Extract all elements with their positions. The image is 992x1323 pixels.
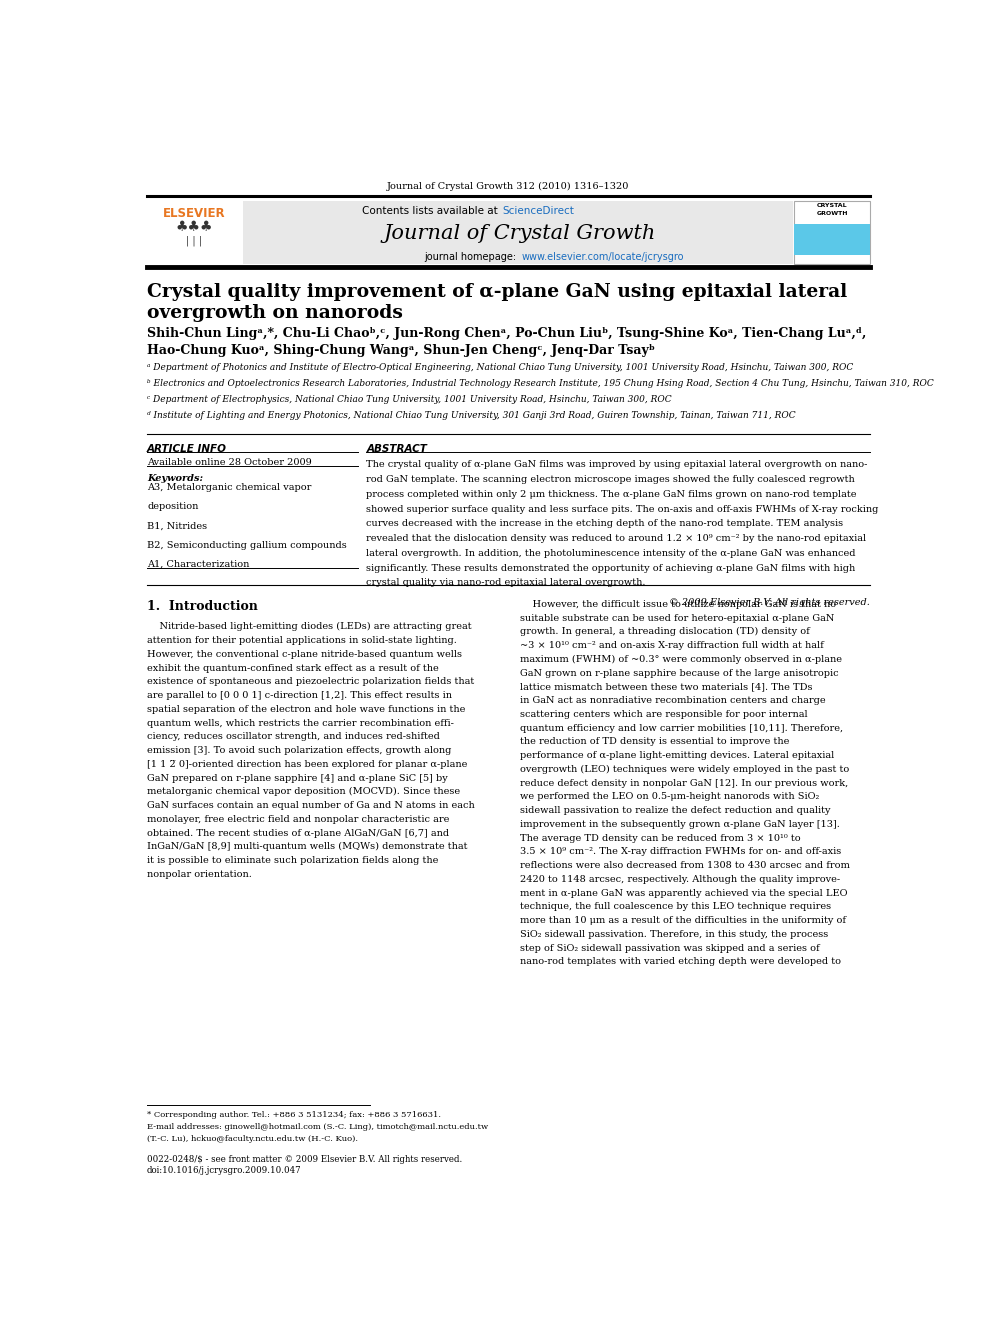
Text: metalorganic chemical vapor deposition (MOCVD). Since these: metalorganic chemical vapor deposition (…	[147, 787, 460, 796]
Text: ᵇ Electronics and Optoelectronics Research Laboratories, Industrial Technology R: ᵇ Electronics and Optoelectronics Resear…	[147, 378, 933, 388]
Text: attention for their potential applications in solid-state lighting.: attention for their potential applicatio…	[147, 636, 457, 646]
Text: © 2009 Elsevier B.V. All rights reserved.: © 2009 Elsevier B.V. All rights reserved…	[669, 598, 870, 607]
Text: process completed within only 2 μm thickness. The α-plane GaN films grown on nan: process completed within only 2 μm thick…	[366, 490, 857, 499]
Text: monolayer, free electric field and nonpolar characteristic are: monolayer, free electric field and nonpo…	[147, 815, 449, 824]
Text: performance of α-plane light-emitting devices. Lateral epitaxial: performance of α-plane light-emitting de…	[520, 751, 834, 761]
Text: A3, Metalorganic chemical vapor: A3, Metalorganic chemical vapor	[147, 483, 311, 492]
Text: * Corresponding author. Tel.: +886 3 5131234; fax: +886 3 5716631.: * Corresponding author. Tel.: +886 3 513…	[147, 1111, 441, 1119]
Text: ~3 × 10¹⁰ cm⁻² and on-axis X-ray diffraction full width at half: ~3 × 10¹⁰ cm⁻² and on-axis X-ray diffrac…	[520, 642, 823, 650]
Text: The crystal quality of α-plane GaN films was improved by using epitaxial lateral: The crystal quality of α-plane GaN films…	[366, 460, 868, 470]
Text: quantum wells, which restricts the carrier recombination effi-: quantum wells, which restricts the carri…	[147, 718, 454, 728]
Text: E-mail addresses: ginowell@hotmail.com (S.-C. Ling), timotch@mail.nctu.edu.tw: E-mail addresses: ginowell@hotmail.com (…	[147, 1123, 488, 1131]
Text: GaN grown on r-plane sapphire because of the large anisotropic: GaN grown on r-plane sapphire because of…	[520, 668, 838, 677]
Text: InGaN/GaN [8,9] multi-quantum wells (MQWs) demonstrate that: InGaN/GaN [8,9] multi-quantum wells (MQW…	[147, 843, 467, 852]
Text: maximum (FWHM) of ~0.3° were commonly observed in α-plane: maximum (FWHM) of ~0.3° were commonly ob…	[520, 655, 842, 664]
Text: lattice mismatch between these two materials [4]. The TDs: lattice mismatch between these two mater…	[520, 683, 812, 692]
Text: improvement in the subsequently grown α-plane GaN layer [13].: improvement in the subsequently grown α-…	[520, 820, 840, 830]
Text: However, the conventional c-plane nitride-based quantum wells: However, the conventional c-plane nitrid…	[147, 650, 462, 659]
FancyBboxPatch shape	[795, 201, 870, 263]
Text: deposition: deposition	[147, 501, 198, 511]
Text: reduce defect density in nonpolar GaN [12]. In our previous work,: reduce defect density in nonpolar GaN [1…	[520, 779, 848, 787]
Text: Journal of Crystal Growth 312 (2010) 1316–1320: Journal of Crystal Growth 312 (2010) 131…	[387, 181, 630, 191]
Text: crystal quality via nano-rod epitaxial lateral overgrowth.: crystal quality via nano-rod epitaxial l…	[366, 578, 646, 587]
Text: (T.-C. Lu), hckuo@faculty.nctu.edu.tw (H.-C. Kuo).: (T.-C. Lu), hckuo@faculty.nctu.edu.tw (H…	[147, 1135, 358, 1143]
Text: obtained. The recent studies of α-plane AlGaN/GaN [6,7] and: obtained. The recent studies of α-plane …	[147, 828, 449, 837]
FancyBboxPatch shape	[795, 224, 870, 254]
Text: ARTICLE INFO: ARTICLE INFO	[147, 445, 227, 454]
Text: ciency, reduces oscillator strength, and induces red-shifted: ciency, reduces oscillator strength, and…	[147, 733, 439, 741]
Text: GaN prepared on r-plane sapphire [4] and α-plane SiC [5] by: GaN prepared on r-plane sapphire [4] and…	[147, 774, 447, 782]
Text: existence of spontaneous and piezoelectric polarization fields that: existence of spontaneous and piezoelectr…	[147, 677, 474, 687]
Text: nano-rod templates with varied etching depth were developed to: nano-rod templates with varied etching d…	[520, 958, 841, 966]
Text: Nitride-based light-emitting diodes (LEDs) are attracting great: Nitride-based light-emitting diodes (LED…	[147, 622, 471, 631]
Text: showed superior surface quality and less surface pits. The on-axis and off-axis : showed superior surface quality and less…	[366, 504, 879, 513]
Text: However, the difficult issue to utilize nonpolar GaN is that no: However, the difficult issue to utilize …	[520, 599, 836, 609]
Text: we performed the LEO on 0.5-μm-height nanorods with SiO₂: we performed the LEO on 0.5-μm-height na…	[520, 792, 819, 802]
Text: www.elsevier.com/locate/jcrysgro: www.elsevier.com/locate/jcrysgro	[522, 253, 683, 262]
Text: growth. In general, a threading dislocation (TD) density of: growth. In general, a threading dislocat…	[520, 627, 809, 636]
Text: 0022-0248/$ - see front matter © 2009 Elsevier B.V. All rights reserved.: 0022-0248/$ - see front matter © 2009 El…	[147, 1155, 462, 1164]
Text: lateral overgrowth. In addition, the photoluminescence intensity of the α-plane : lateral overgrowth. In addition, the pho…	[366, 549, 856, 558]
Text: technique, the full coalescence by this LEO technique requires: technique, the full coalescence by this …	[520, 902, 831, 912]
Text: | | |: | | |	[186, 235, 202, 246]
Text: step of SiO₂ sidewall passivation was skipped and a series of: step of SiO₂ sidewall passivation was sk…	[520, 943, 819, 953]
Text: Shih-Chun Lingᵃ,*, Chu-Li Chaoᵇ,ᶜ, Jun-Rong Chenᵃ, Po-Chun Liuᵇ, Tsung-Shine Koᵃ: Shih-Chun Lingᵃ,*, Chu-Li Chaoᵇ,ᶜ, Jun-R…	[147, 327, 866, 340]
Text: ᵈ Institute of Lighting and Energy Photonics, National Chiao Tung University, 30: ᵈ Institute of Lighting and Energy Photo…	[147, 411, 796, 421]
Text: rod GaN template. The scanning electron microscope images showed the fully coale: rod GaN template. The scanning electron …	[366, 475, 855, 484]
Text: ScienceDirect: ScienceDirect	[502, 205, 574, 216]
Text: ᶜ Department of Electrophysics, National Chiao Tung University, 1001 University : ᶜ Department of Electrophysics, National…	[147, 396, 672, 404]
Text: A1, Characterization: A1, Characterization	[147, 560, 249, 569]
Text: 1.  Introduction: 1. Introduction	[147, 599, 258, 613]
Text: CRYSTAL: CRYSTAL	[816, 202, 847, 208]
Text: Crystal quality improvement of α-plane GaN using epitaxial lateral: Crystal quality improvement of α-plane G…	[147, 283, 847, 302]
Text: ABSTRACT: ABSTRACT	[366, 445, 427, 454]
Text: suitable substrate can be used for hetero-epitaxial α-plane GaN: suitable substrate can be used for heter…	[520, 614, 834, 623]
Text: B2, Semiconducting gallium compounds: B2, Semiconducting gallium compounds	[147, 541, 347, 550]
Text: 3.5 × 10⁹ cm⁻². The X-ray diffraction FWHMs for on- and off-axis: 3.5 × 10⁹ cm⁻². The X-ray diffraction FW…	[520, 848, 841, 856]
Text: curves decreased with the increase in the etching depth of the nano-rod template: curves decreased with the increase in th…	[366, 520, 843, 528]
Text: overgrowth on nanorods: overgrowth on nanorods	[147, 304, 403, 323]
Text: exhibit the quantum-confined stark effect as a result of the: exhibit the quantum-confined stark effec…	[147, 664, 438, 672]
Text: ELSEVIER: ELSEVIER	[163, 206, 225, 220]
Text: ment in α-plane GaN was apparently achieved via the special LEO: ment in α-plane GaN was apparently achie…	[520, 889, 847, 898]
Text: reflections were also decreased from 1308 to 430 arcsec and from: reflections were also decreased from 130…	[520, 861, 850, 871]
Text: doi:10.1016/j.jcrysgro.2009.10.047: doi:10.1016/j.jcrysgro.2009.10.047	[147, 1167, 302, 1175]
Text: emission [3]. To avoid such polarization effects, growth along: emission [3]. To avoid such polarization…	[147, 746, 451, 755]
Text: are parallel to [0 0 0 1] c-direction [1,2]. This effect results in: are parallel to [0 0 0 1] c-direction [1…	[147, 691, 452, 700]
Text: significantly. These results demonstrated the opportunity of achieving α-plane G: significantly. These results demonstrate…	[366, 564, 855, 573]
Text: GROWTH: GROWTH	[816, 210, 848, 216]
Text: Contents lists available at: Contents lists available at	[362, 205, 501, 216]
Text: B1, Nitrides: B1, Nitrides	[147, 521, 207, 531]
Text: in GaN act as nonradiative recombination centers and charge: in GaN act as nonradiative recombination…	[520, 696, 825, 705]
Text: revealed that the dislocation density was reduced to around 1.2 × 10⁹ cm⁻² by th: revealed that the dislocation density wa…	[366, 534, 866, 544]
Text: it is possible to eliminate such polarization fields along the: it is possible to eliminate such polariz…	[147, 856, 438, 865]
Text: overgrowth (LEO) techniques were widely employed in the past to: overgrowth (LEO) techniques were widely …	[520, 765, 849, 774]
Text: quantum efficiency and low carrier mobilities [10,11]. Therefore,: quantum efficiency and low carrier mobil…	[520, 724, 843, 733]
Text: Journal of Crystal Growth: Journal of Crystal Growth	[384, 224, 656, 243]
Text: 2420 to 1148 arcsec, respectively. Although the quality improve-: 2420 to 1148 arcsec, respectively. Altho…	[520, 875, 840, 884]
FancyBboxPatch shape	[243, 201, 793, 263]
Text: nonpolar orientation.: nonpolar orientation.	[147, 869, 252, 878]
Text: SiO₂ sidewall passivation. Therefore, in this study, the process: SiO₂ sidewall passivation. Therefore, in…	[520, 930, 828, 939]
FancyBboxPatch shape	[147, 201, 241, 263]
Text: Keywords:: Keywords:	[147, 474, 203, 483]
Text: GaN surfaces contain an equal number of Ga and N atoms in each: GaN surfaces contain an equal number of …	[147, 800, 475, 810]
Text: [1 1 2̅ 0]-oriented direction has been explored for planar α-plane: [1 1 2̅ 0]-oriented direction has been e…	[147, 759, 467, 769]
Text: The average TD density can be reduced from 3 × 10¹⁰ to: The average TD density can be reduced fr…	[520, 833, 801, 843]
Text: Available online 28 October 2009: Available online 28 October 2009	[147, 458, 311, 467]
Text: Hao-Chung Kuoᵃ, Shing-Chung Wangᵃ, Shun-Jen Chengᶜ, Jenq-Dar Tsayᵇ: Hao-Chung Kuoᵃ, Shing-Chung Wangᵃ, Shun-…	[147, 344, 655, 357]
Text: ᵃ Department of Photonics and Institute of Electro-Optical Engineering, National: ᵃ Department of Photonics and Institute …	[147, 363, 853, 372]
Text: ♣♣♣: ♣♣♣	[176, 220, 212, 234]
Text: spatial separation of the electron and hole wave functions in the: spatial separation of the electron and h…	[147, 705, 465, 714]
Text: sidewall passivation to realize the defect reduction and quality: sidewall passivation to realize the defe…	[520, 806, 830, 815]
Text: the reduction of TD density is essential to improve the: the reduction of TD density is essential…	[520, 737, 790, 746]
Text: scattering centers which are responsible for poor internal: scattering centers which are responsible…	[520, 710, 807, 718]
Text: journal homepage:: journal homepage:	[425, 253, 520, 262]
Text: more than 10 μm as a result of the difficulties in the uniformity of: more than 10 μm as a result of the diffi…	[520, 916, 846, 925]
